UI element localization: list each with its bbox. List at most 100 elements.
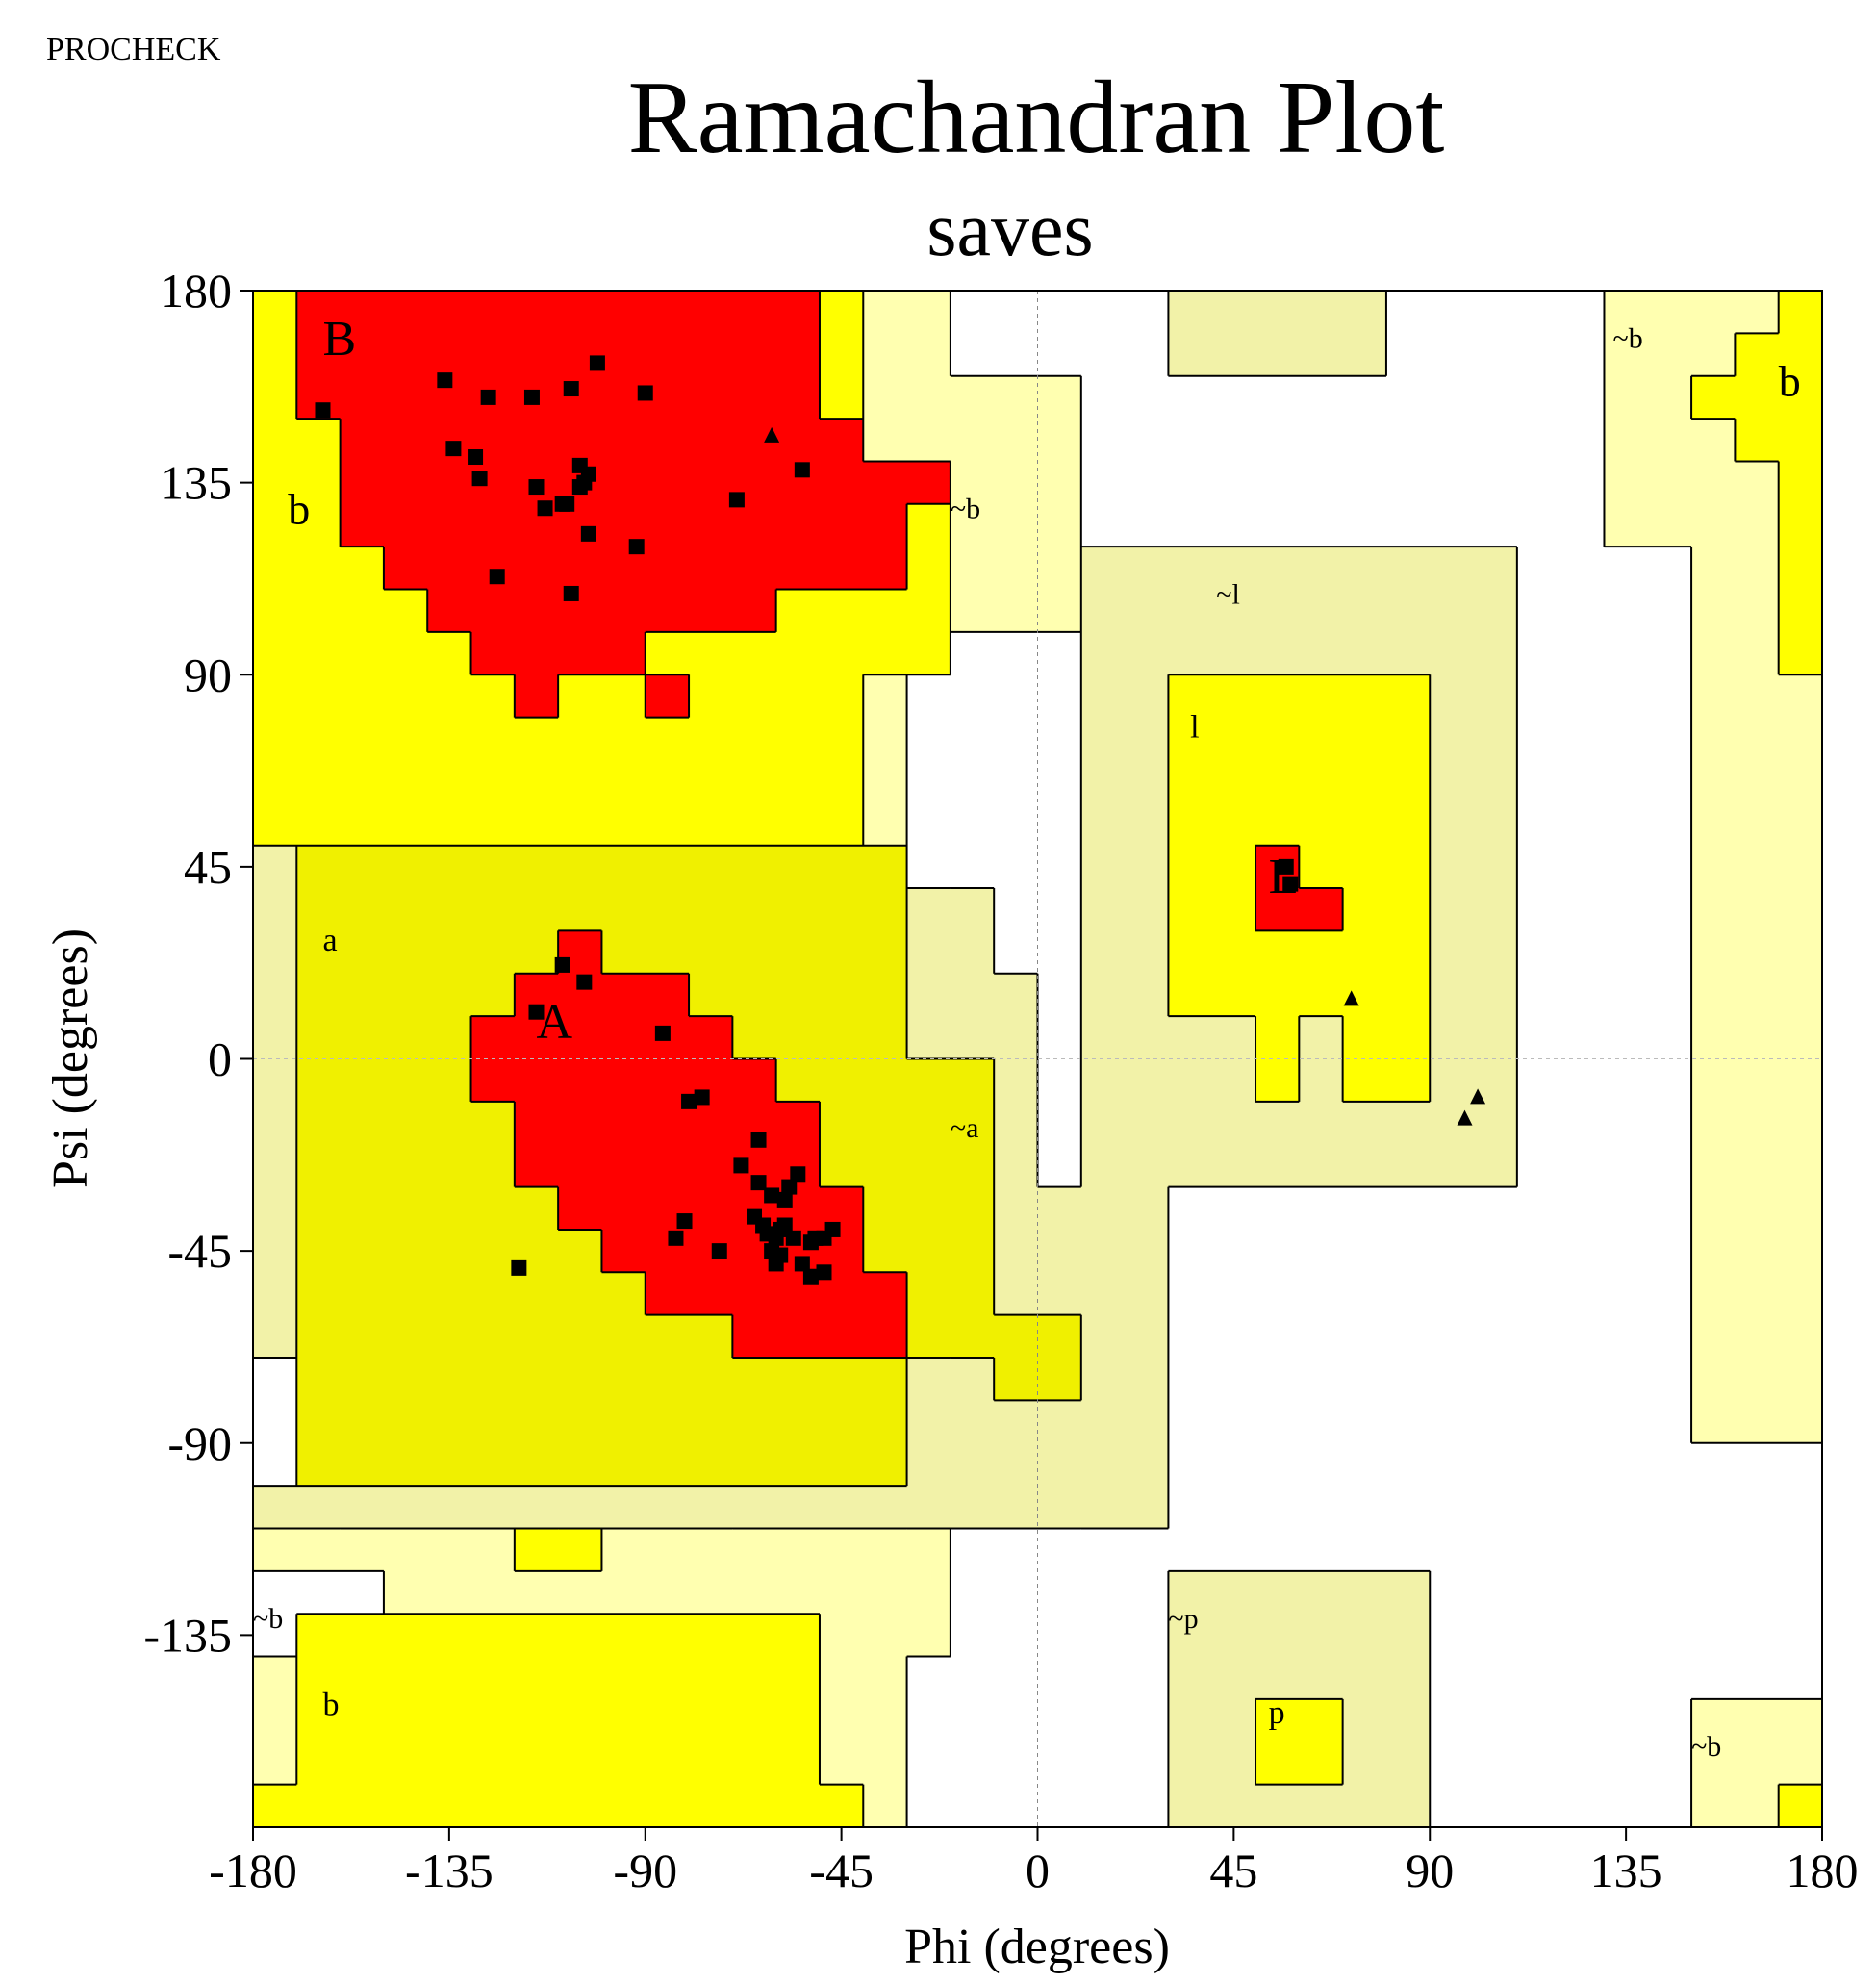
residue-point <box>733 1157 749 1174</box>
region-cell <box>732 1016 908 1060</box>
region-cell <box>253 1314 297 1359</box>
region-cell <box>950 589 1082 633</box>
region-cell <box>1080 845 1170 889</box>
region-cell <box>1691 1400 1823 1444</box>
region-cell <box>253 759 864 803</box>
residue-point <box>816 1230 832 1246</box>
y-tick-label: 45 <box>184 840 232 894</box>
region-cell <box>296 1229 603 1273</box>
residue-point <box>776 1217 793 1234</box>
region-cell <box>1691 1186 1823 1231</box>
region-cell <box>1080 1101 1518 1145</box>
region-cell <box>427 589 777 633</box>
region-cell <box>1168 973 1431 1017</box>
region-cell <box>1342 1016 1431 1060</box>
y-tick-label: -45 <box>167 1224 232 1278</box>
region-cell <box>253 888 297 932</box>
residue-point <box>1282 876 1299 892</box>
region-cell <box>340 503 908 547</box>
residue-point <box>654 1025 671 1041</box>
region-cell <box>514 1528 603 1572</box>
region-cell <box>1691 1229 1823 1273</box>
residue-point <box>563 381 579 397</box>
region-cell <box>906 503 951 547</box>
residue-point <box>315 402 331 419</box>
region-cell <box>689 674 864 719</box>
residue-point <box>794 1256 810 1272</box>
region-cell <box>819 1656 908 1700</box>
region-cell <box>470 1016 733 1060</box>
region-cell <box>296 1698 821 1742</box>
region-cell <box>296 333 821 377</box>
residue-point <box>511 1259 527 1276</box>
region-cell <box>863 1186 995 1231</box>
region-cell <box>906 973 1039 1017</box>
region-cell <box>994 1058 1039 1103</box>
region-cell <box>253 973 297 1017</box>
region-cell <box>819 375 864 420</box>
region-cell <box>1430 1016 1518 1060</box>
region-cell <box>514 1101 821 1145</box>
region-cell <box>950 503 1082 547</box>
x-tick-label: 0 <box>1026 1844 1050 1897</box>
region-cell <box>1430 717 1518 761</box>
region-label: b <box>1779 356 1801 405</box>
y-axis: 180 135 90 45 0 -45 -90 -135 <box>143 264 253 1662</box>
region-cell <box>1735 333 1823 377</box>
region-cell <box>1691 717 1823 761</box>
region-cell <box>863 674 908 719</box>
region-cell <box>1168 1570 1431 1615</box>
region-cell <box>863 375 1082 420</box>
region-cell <box>1691 547 1780 591</box>
residue-point <box>785 1230 801 1246</box>
glycine-point <box>764 426 780 443</box>
region-cell <box>470 631 646 675</box>
region-cell <box>296 1186 559 1231</box>
region-cell <box>514 674 559 719</box>
residue-point <box>437 372 453 389</box>
region-cell <box>296 291 821 334</box>
region-cell <box>1255 888 1344 932</box>
region-cell <box>296 1314 733 1359</box>
region-cell <box>863 759 908 803</box>
region-cell <box>994 1101 1039 1145</box>
x-tick-label: -135 <box>405 1844 494 1897</box>
region-cell <box>253 1144 297 1188</box>
region-cell <box>253 1784 864 1828</box>
y-tick-label: 0 <box>208 1032 232 1086</box>
region-cell <box>1430 674 1518 719</box>
residue-point <box>681 1093 697 1109</box>
region-cell <box>296 1272 646 1316</box>
region-cell <box>1080 973 1170 1017</box>
region-cell <box>863 419 1082 463</box>
region-cell <box>1080 1144 1518 1188</box>
region-cell <box>1778 631 1823 675</box>
region-cell <box>1430 888 1518 932</box>
residue-point <box>750 1175 767 1191</box>
region-cell <box>253 503 342 547</box>
region-cell <box>1168 291 1387 334</box>
y-tick-label: 135 <box>160 456 232 510</box>
region-cell <box>1080 547 1518 591</box>
region-cell <box>253 375 297 420</box>
region-cell <box>1778 1784 1823 1828</box>
chart-title: Ramachandran Plot <box>628 61 1445 175</box>
region-cell <box>1168 1742 1256 1786</box>
region-cell <box>863 802 908 847</box>
region-cell <box>906 930 995 975</box>
region-cell <box>1691 845 1823 889</box>
region-cell <box>819 1101 995 1145</box>
region-cell <box>296 1742 821 1786</box>
residue-point <box>816 1264 832 1281</box>
region-cell <box>383 547 908 591</box>
region-cell <box>1691 1272 1823 1316</box>
reference-lines <box>253 291 1822 1827</box>
glycine-point <box>1343 990 1359 1006</box>
region-cell <box>1342 888 1431 932</box>
region-cell <box>1255 1016 1300 1060</box>
region-cell <box>1168 845 1256 889</box>
residue-point <box>628 539 645 555</box>
region-cell <box>296 1358 908 1401</box>
region-cell <box>1342 1698 1431 1742</box>
